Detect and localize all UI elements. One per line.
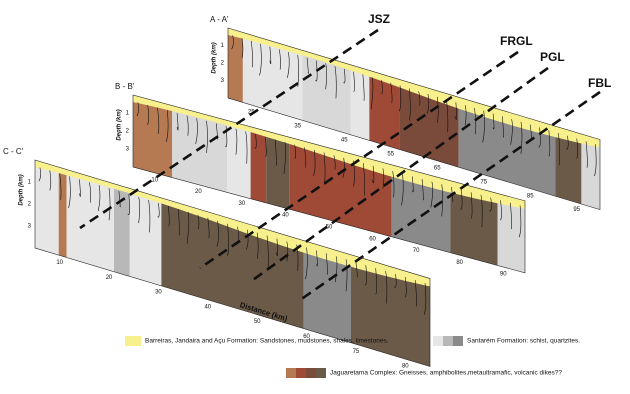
legend-swatch xyxy=(306,368,316,378)
distance-tick-label: 30 xyxy=(239,201,246,207)
rock-unit xyxy=(251,127,267,203)
distance-tick-label: 95 xyxy=(573,207,580,213)
legend-swatch xyxy=(453,336,463,346)
legend-swatch xyxy=(316,368,326,378)
section-label: A - A' xyxy=(210,15,229,24)
distance-tick-label: 50 xyxy=(326,224,333,230)
depth-tick-label: 2 xyxy=(126,129,130,135)
section-label: C - C' xyxy=(3,147,24,156)
distance-tick-label: 75 xyxy=(353,349,360,355)
legend-text: Jaguaretama Complex: Gneisses, amphiboli… xyxy=(330,370,562,377)
fault-label: PGL xyxy=(540,50,565,64)
legend-text: Santarém Formation: schist, quartzites. xyxy=(467,338,580,345)
legend-text: Barreiras, Jandaira and Açu Formation: S… xyxy=(145,338,389,345)
distance-tick-label: 80 xyxy=(402,364,409,370)
legend-swatch xyxy=(125,336,141,346)
depth-axis-label: Depth (km) xyxy=(212,42,218,73)
depth-tick-label: 2 xyxy=(221,61,225,67)
fault-label: JSZ xyxy=(368,12,390,26)
distance-tick-label: 25 xyxy=(248,110,255,116)
sections xyxy=(35,28,600,367)
section-label: B - B' xyxy=(115,82,135,91)
rock-unit xyxy=(351,65,370,141)
distance-tick-label: 60 xyxy=(369,236,376,242)
distance-tick-label: 40 xyxy=(282,213,289,219)
distance-tick-label: 90 xyxy=(500,272,507,278)
distance-tick-label: 80 xyxy=(456,260,463,266)
rock-unit xyxy=(59,167,67,257)
rock-unit xyxy=(228,28,243,102)
distance-tick-label: 20 xyxy=(106,275,113,281)
distance-tick-label: 10 xyxy=(151,177,158,183)
depth-tick-label: 3 xyxy=(221,78,225,84)
distance-tick-label: 10 xyxy=(56,260,63,266)
depth-tick-label: 1 xyxy=(126,111,130,117)
distance-tick-label: 45 xyxy=(341,137,348,143)
depth-tick-label: 2 xyxy=(28,202,32,208)
distance-tick-label: 35 xyxy=(294,124,301,130)
legend-swatch xyxy=(296,368,306,378)
fault-label: FBL xyxy=(588,76,611,90)
distance-tick-label: 40 xyxy=(204,304,211,310)
rock-unit xyxy=(35,160,59,255)
rock-unit xyxy=(130,188,162,285)
distance-tick-label: 85 xyxy=(527,193,534,199)
legend-swatch xyxy=(443,336,453,346)
depth-axis-label: Depth (km) xyxy=(117,109,123,140)
depth-tick-label: 1 xyxy=(28,180,32,186)
depth-tick-label: 3 xyxy=(126,147,130,153)
legend-swatch xyxy=(286,368,296,378)
distance-tick-label: 55 xyxy=(387,151,394,157)
distance-tick-label: 65 xyxy=(434,165,441,171)
fault-label: FRGL xyxy=(500,34,533,48)
depth-tick-label: 3 xyxy=(28,224,32,230)
legend-swatch xyxy=(433,336,443,346)
distance-tick-label: 50 xyxy=(254,319,261,325)
distance-tick-label: 60 xyxy=(303,334,310,340)
depth-tick-label: 1 xyxy=(221,43,225,49)
distance-tick-label: 20 xyxy=(195,189,202,195)
distance-tick-label: 30 xyxy=(155,290,162,296)
depth-axis-label: Depth (km) xyxy=(19,174,25,205)
figure: JSZ FRGL PGL FBL Distance (km) Barreiras… xyxy=(0,0,630,389)
rock-unit xyxy=(114,184,130,277)
distance-tick-label: 75 xyxy=(480,179,487,185)
distance-tick-label: 70 xyxy=(413,248,420,254)
